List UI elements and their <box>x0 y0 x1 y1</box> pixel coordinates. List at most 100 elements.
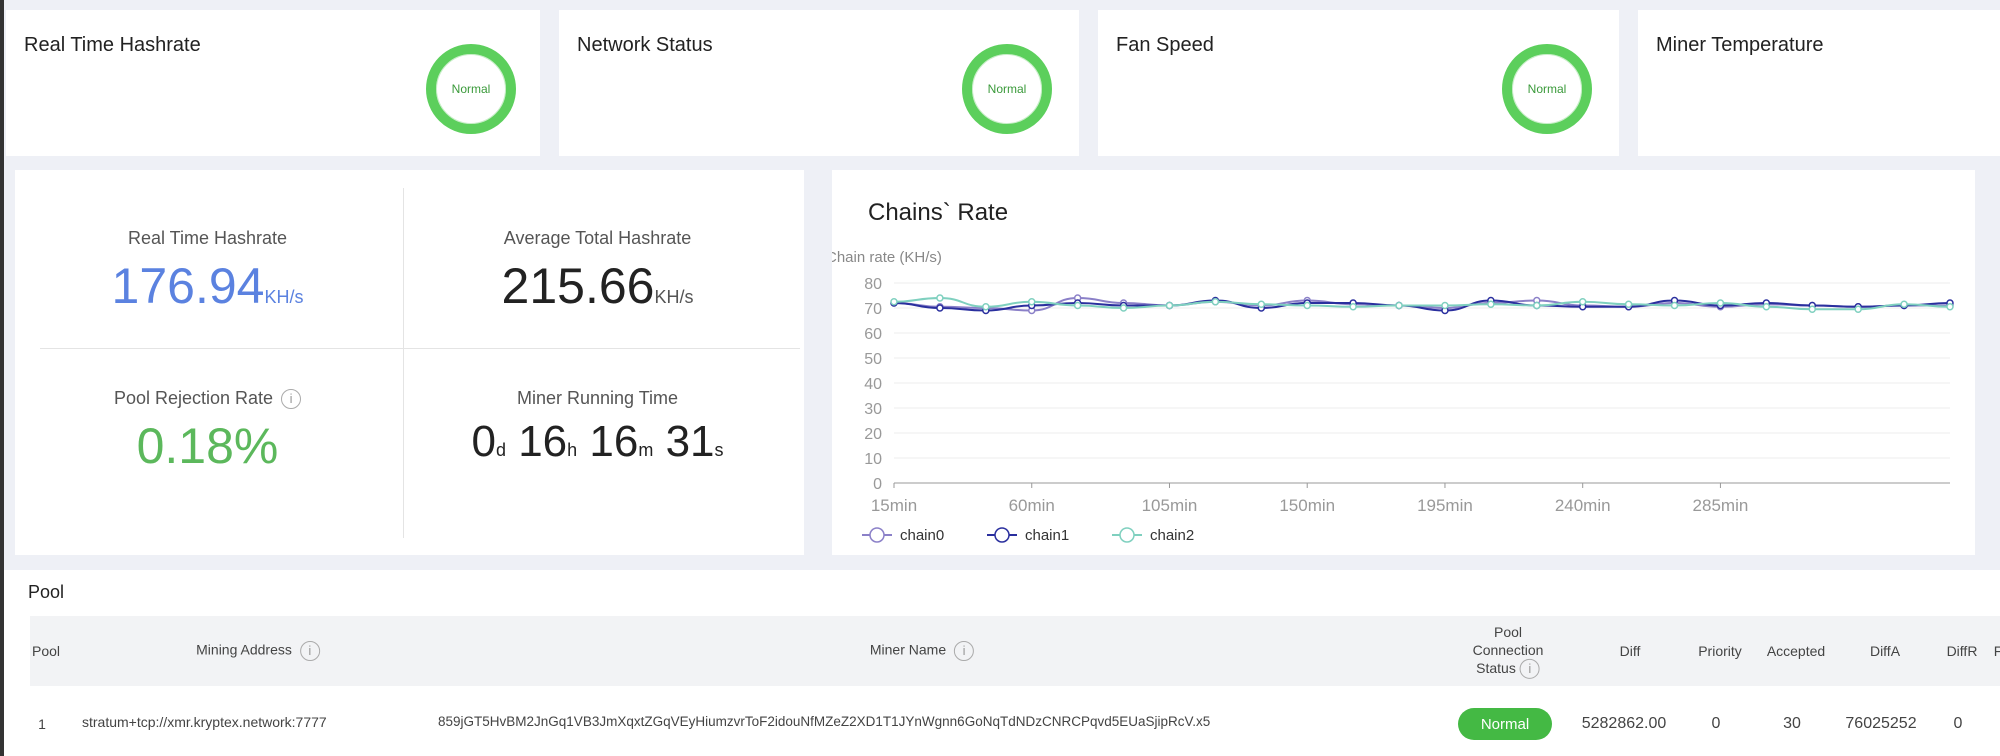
col-diffa: DiffA <box>1869 643 1901 659</box>
legend-marker-chain2 <box>1119 527 1135 543</box>
header-text: Miner Name <box>869 641 947 658</box>
card-fan-speed: Fan Speed Normal <box>1098 10 1619 156</box>
status-badge: Normal <box>1458 708 1552 740</box>
y-tick-label: 60 <box>864 326 882 343</box>
info-icon[interactable]: i <box>299 641 320 661</box>
data-point-chain2 <box>1624 300 1633 308</box>
data-point-chain2 <box>1257 300 1266 308</box>
y-tick-label: 30 <box>864 401 882 418</box>
col-pool: Pool <box>31 643 61 659</box>
data-point-chain2 <box>1946 303 1954 311</box>
chains-rate-panel: Chains` Rate Chain rate (KH/s) 0 10 20 30 40… <box>832 170 1975 555</box>
status-ring: Normal <box>962 44 1052 134</box>
unit: d <box>495 440 506 460</box>
header-text: Mining Address <box>196 641 292 658</box>
cell-mining-address: stratum+tcp://xmr.kryptex.network:7777 <box>82 714 327 730</box>
stat-pool-rejection: Pool Rejection Rate i 0.18% <box>15 388 400 475</box>
chart-title: Chains` Rate <box>868 199 1008 226</box>
stat-label: Pool Rejection Rate i <box>15 388 400 410</box>
table-header: Pool Mining Address i Miner Name i Pool Con… <box>30 616 2000 686</box>
status-ring: Normal <box>1502 44 1592 134</box>
y-tick-label: 10 <box>864 451 882 468</box>
hashrate-value: 176.94 <box>111 258 265 314</box>
data-point-chain2 <box>1349 303 1357 311</box>
info-icon[interactable]: i <box>954 641 975 661</box>
stat-running-time: Miner Running Time 0d 16h 16m 31s <box>405 388 790 467</box>
divider <box>403 188 404 538</box>
col-connection-status: Pool Connection Status i <box>1472 623 1544 680</box>
y-tick-label: 20 <box>864 426 882 443</box>
data-point-chain2 <box>1487 300 1495 308</box>
data-point-chain2 <box>1762 303 1771 311</box>
seconds: 31 <box>665 417 715 466</box>
x-tick-label: 60min <box>1009 496 1055 515</box>
header-text: Status <box>1476 659 1516 676</box>
data-point-chain2 <box>1073 301 1082 310</box>
legend-label-chain0: chain0 <box>900 527 944 544</box>
stat-label: Real Time Hashrate <box>127 228 288 248</box>
stat-value: 0.18% <box>136 418 279 475</box>
unit: m <box>638 440 654 460</box>
header-text: Pool <box>1493 623 1523 640</box>
header-text: Connection <box>1472 641 1544 658</box>
chains-rate-chart: Chains` Rate Chain rate (KH/s) 0 10 20 30 40… <box>832 199 1954 544</box>
legend-label-chain1: chain1 <box>1025 527 1069 544</box>
col-accepted: Accepted <box>1766 643 1826 659</box>
y-tick-label: 40 <box>864 376 882 393</box>
days: 0 <box>471 417 496 466</box>
col-miner-name: Miner Name i <box>869 641 975 661</box>
col-truncated: F <box>1993 643 2000 659</box>
series-line-chain2 <box>893 296 1951 311</box>
cell-diffa: 76025252 <box>1845 715 1917 732</box>
data-point-chain2 <box>1303 301 1311 310</box>
data-point-chain2 <box>1716 299 1725 307</box>
stat-value: 0d 16h 16m 31s <box>405 417 790 467</box>
unit: KH/s <box>264 287 304 307</box>
series-line-chain1 <box>893 299 1951 312</box>
col-priority: Priority <box>1698 643 1742 659</box>
stats-panel: Real Time Hashrate 176.94KH/s Average To… <box>15 170 804 555</box>
x-tick-label: 285min <box>1693 496 1749 515</box>
stat-value: 176.94KH/s <box>15 257 400 315</box>
data-point-chain2 <box>1533 301 1541 310</box>
cell-diffr: 0 <box>1953 715 1963 732</box>
unit: s <box>714 440 724 460</box>
info-icon[interactable]: i <box>1519 659 1540 680</box>
card-miner-temperature: Miner Temperature <box>1638 10 2000 156</box>
data-point-chain2 <box>1578 298 1587 306</box>
y-axis-label: Chain rate (KH/s) <box>832 249 942 266</box>
card-title: Fan Speed <box>1116 34 1214 56</box>
y-tick-label: 80 <box>864 276 882 293</box>
legend-marker-chain0 <box>869 527 885 543</box>
pool-section: Pool Pool Mining Address i Miner Name i Po… <box>4 570 2000 756</box>
stat-value: 215.66KH/s <box>405 257 790 315</box>
status-ring: Normal <box>426 44 516 134</box>
card-title: Miner Temperature <box>1656 34 1824 56</box>
pool-title: Pool <box>28 582 65 602</box>
info-icon[interactable]: i <box>281 389 302 410</box>
card-realtime-hashrate: Real Time Hashrate Normal <box>6 10 540 156</box>
stat-average-hashrate: Average Total Hashrate 215.66KH/s <box>405 228 790 315</box>
data-point-chain2 <box>936 294 944 302</box>
x-tick-label: 240min <box>1555 496 1611 515</box>
data-point-chain2 <box>982 303 990 311</box>
legend-label-chain2: chain2 <box>1150 527 1194 544</box>
cell-accepted: 30 <box>1783 715 1801 732</box>
divider <box>40 348 800 349</box>
y-tick-label: 50 <box>864 351 882 368</box>
minutes: 16 <box>589 417 639 466</box>
y-tick-label: 70 <box>864 301 882 318</box>
stat-label: Miner Running Time <box>516 388 679 408</box>
card-network-status: Network Status Normal <box>559 10 1079 156</box>
stat-label: Average Total Hashrate <box>503 228 692 248</box>
data-point-chain2 <box>1027 298 1036 306</box>
legend-marker-chain1 <box>994 527 1010 543</box>
cell-diff: 5282862.00 <box>1581 715 1667 732</box>
data-point-chain2 <box>890 298 898 306</box>
series-line-chain0 <box>893 296 1950 312</box>
data-point-chain2 <box>1165 301 1174 310</box>
x-tick-label: 15min <box>871 496 917 515</box>
x-tick-label: 105min <box>1142 496 1198 515</box>
unit: KH/s <box>654 287 694 307</box>
data-point-chain2 <box>1808 305 1817 313</box>
